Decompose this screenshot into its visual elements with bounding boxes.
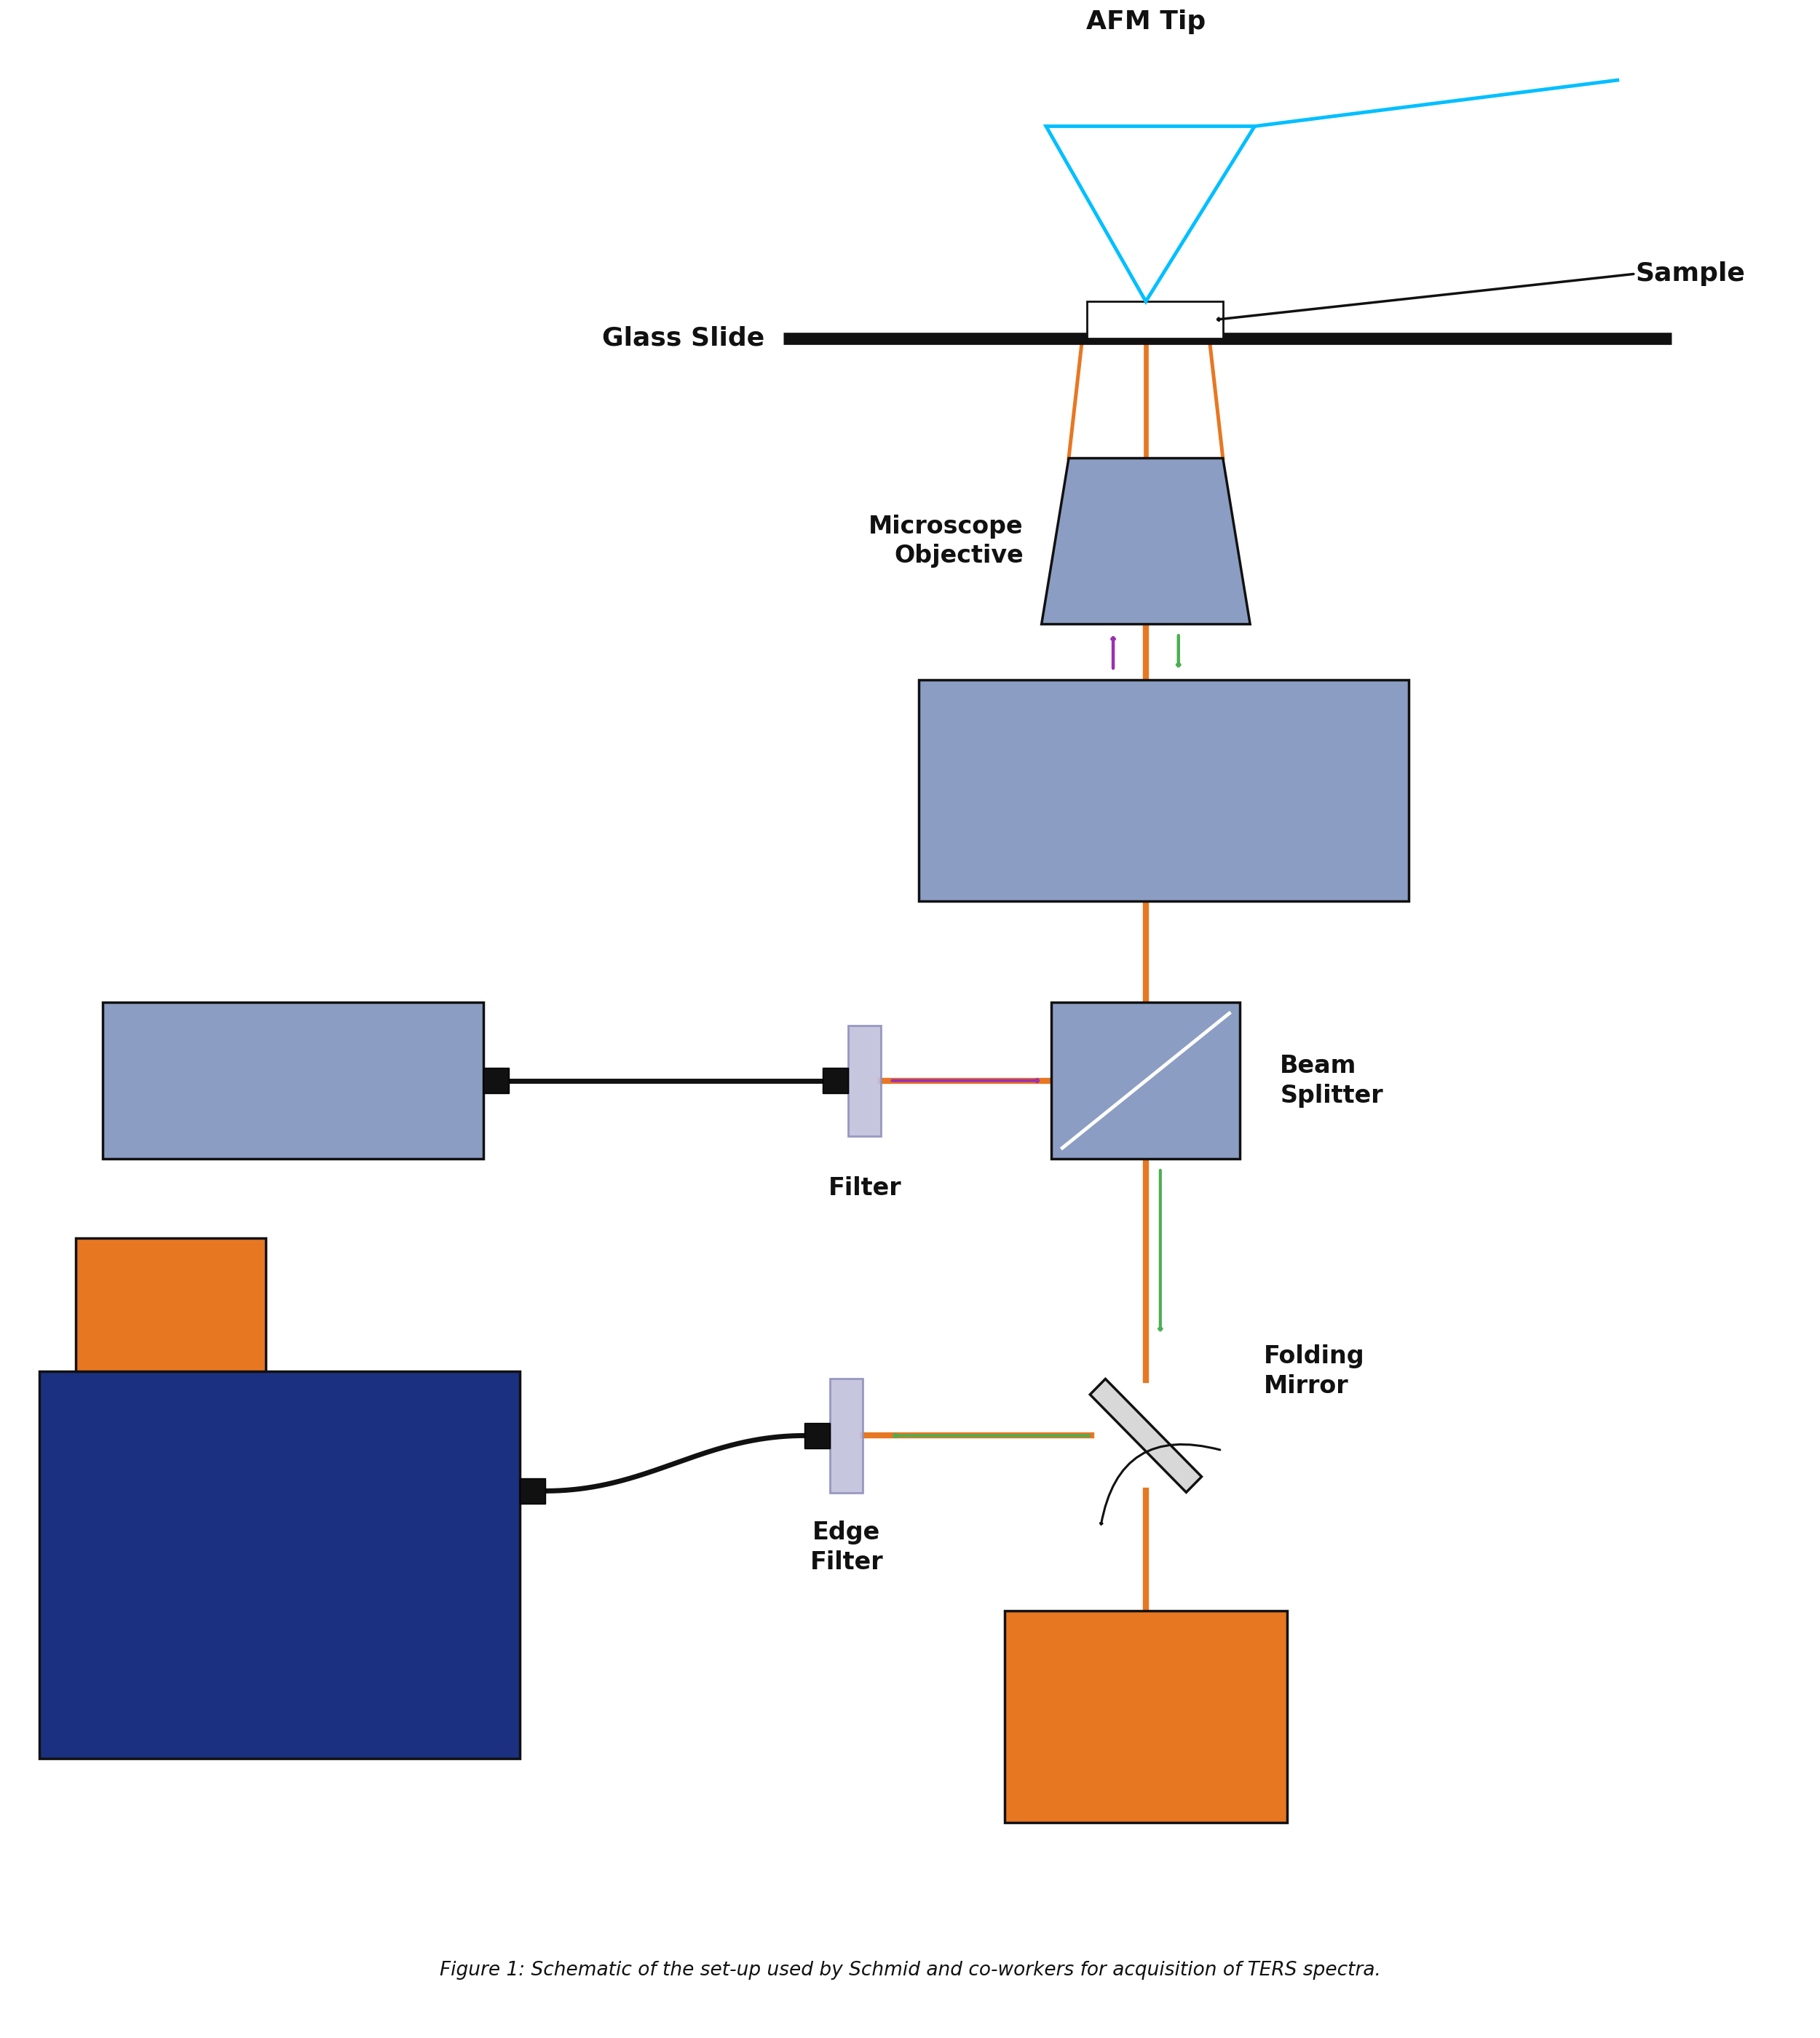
Text: Edge
Filter: Edge Filter [810,1520,883,1573]
FancyBboxPatch shape [1087,302,1223,338]
Text: CLSM
Scanning Unit: CLSM Scanning Unit [1068,764,1259,817]
Polygon shape [1041,459,1250,624]
Text: Sample: Sample [1636,261,1745,285]
Text: AFM Tip: AFM Tip [1087,10,1205,35]
Text: Beam
Splitter: Beam Splitter [1279,1054,1383,1107]
Text: CCD: CCD [146,1294,197,1315]
FancyBboxPatch shape [848,1025,881,1135]
FancyBboxPatch shape [484,1068,510,1094]
FancyBboxPatch shape [1052,1003,1239,1160]
Text: Figure 1: Schematic of the set-up used by Schmid and co-workers for acquisition : Figure 1: Schematic of the set-up used b… [439,1961,1381,1979]
FancyBboxPatch shape [919,679,1409,901]
Polygon shape [1090,1380,1201,1492]
FancyBboxPatch shape [40,1372,521,1759]
Text: Filter: Filter [828,1176,901,1200]
FancyBboxPatch shape [1005,1610,1287,1822]
Text: Glass Slide: Glass Slide [602,326,764,351]
FancyBboxPatch shape [76,1239,266,1372]
FancyBboxPatch shape [102,1003,484,1160]
Text: Spectrograph: Spectrograph [186,1553,373,1577]
Text: Folding
Mirror: Folding Mirror [1263,1345,1365,1398]
FancyBboxPatch shape [823,1068,848,1094]
FancyBboxPatch shape [830,1378,863,1492]
Text: Microscope
Objective: Microscope Objective [868,514,1023,569]
FancyBboxPatch shape [521,1478,546,1504]
FancyBboxPatch shape [804,1423,830,1449]
Text: PMT: PMT [1112,1704,1179,1730]
Text: Laser
532 nm: Laser 532 nm [248,1058,340,1105]
